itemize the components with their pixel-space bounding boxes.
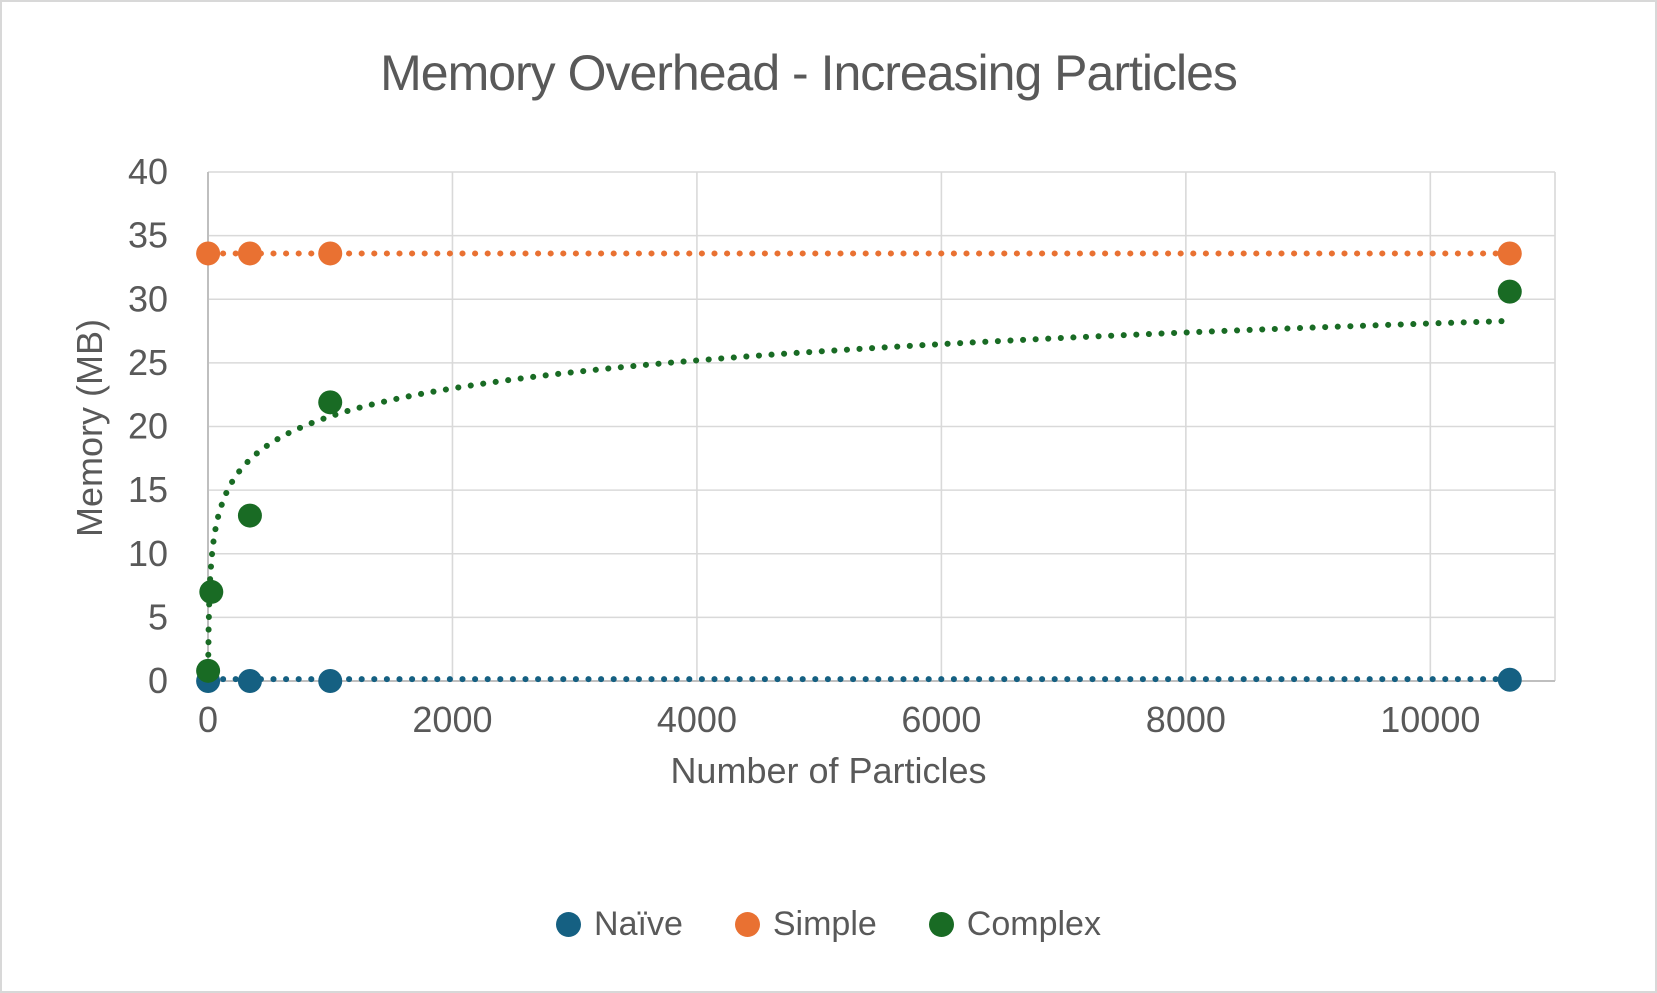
series-simple-points (196, 241, 1522, 266)
svg-text:35: 35 (128, 215, 168, 256)
legend-item-complex: Complex (928, 905, 1101, 944)
legend-label: Naïve (594, 905, 683, 943)
axes (207, 172, 1555, 687)
trendline-complex (205, 317, 1513, 683)
data-point (318, 241, 343, 266)
data-point (199, 579, 224, 604)
data-point (237, 241, 262, 266)
svg-text:0: 0 (148, 660, 168, 701)
data-point (318, 669, 343, 693)
data-point (237, 669, 262, 693)
svg-text:40: 40 (128, 151, 168, 192)
y-axis-title: Memory (MB) (69, 319, 110, 537)
legend-label: Complex (966, 905, 1101, 943)
chart-title: Memory Overhead - Increasing Particles (380, 45, 1238, 101)
legend-marker-icon (928, 912, 954, 937)
legend-item-simple: Simple (734, 905, 877, 944)
svg-text:10000: 10000 (1380, 699, 1480, 740)
x-axis-tick-labels: 0 2000 4000 6000 8000 10000 (198, 699, 1480, 740)
series-complex-points (196, 279, 1522, 683)
svg-text:10: 10 (128, 533, 168, 574)
x-axis-title: Number of Particles (670, 750, 987, 791)
data-point (237, 503, 262, 528)
legend-marker-icon (734, 912, 760, 937)
svg-text:20: 20 (128, 406, 168, 447)
svg-text:15: 15 (128, 469, 168, 510)
svg-text:6000: 6000 (901, 699, 981, 740)
data-point (1497, 241, 1522, 266)
data-point (1497, 279, 1522, 304)
svg-text:4000: 4000 (657, 699, 737, 740)
data-point (1497, 667, 1522, 692)
data-point (196, 241, 221, 266)
legend-label: Simple (772, 905, 877, 943)
gridlines (208, 171, 1556, 681)
legend-item-nave: Naïve (556, 905, 683, 944)
data-point (196, 658, 221, 683)
svg-text:30: 30 (128, 278, 168, 319)
y-axis-tick-labels: 0 5 10 15 20 25 30 35 40 (128, 151, 168, 701)
svg-text:25: 25 (128, 342, 168, 383)
svg-text:2000: 2000 (412, 699, 492, 740)
svg-text:5: 5 (148, 596, 168, 637)
svg-text:0: 0 (198, 699, 218, 740)
data-point (318, 390, 343, 415)
svg-text:8000: 8000 (1146, 699, 1226, 740)
legend: Naïve Simple Complex (2, 905, 1655, 944)
legend-marker-icon (556, 912, 582, 937)
